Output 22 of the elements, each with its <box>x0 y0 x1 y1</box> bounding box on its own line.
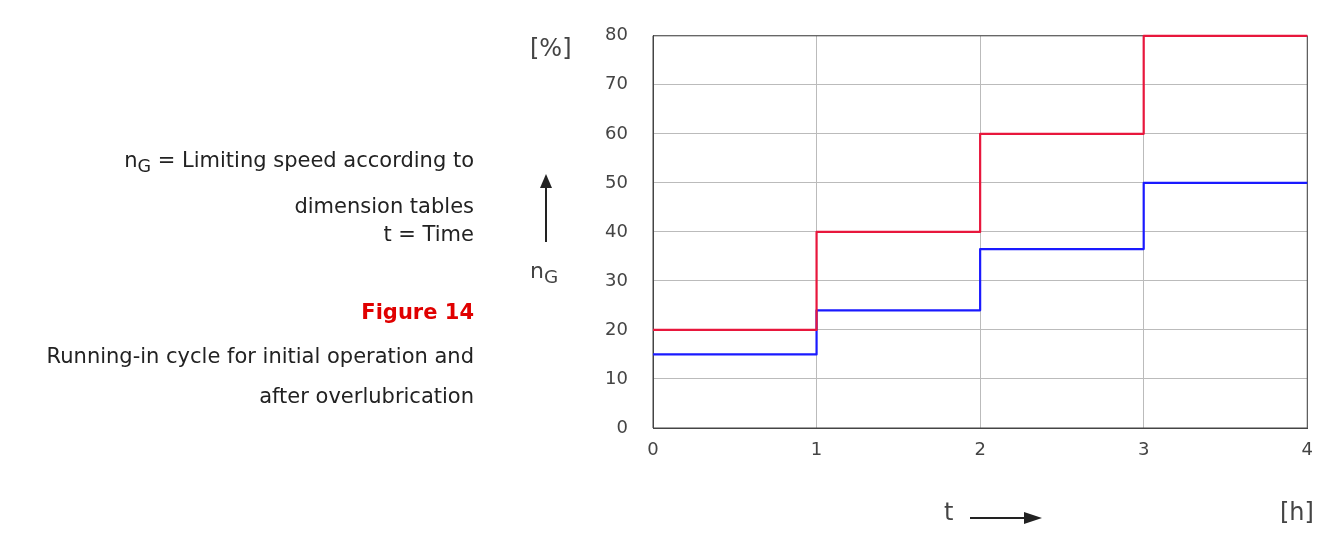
text: t = Time <box>383 222 474 246</box>
x-tick-label: 4 <box>1301 438 1313 460</box>
x-tick-label: 1 <box>810 438 823 460</box>
x-axis-title: t <box>944 498 954 526</box>
y-tick-label: 30 <box>605 268 628 290</box>
text: Figure 14 <box>361 300 474 324</box>
x-tick-label: 3 <box>1137 438 1150 460</box>
y-tick-label: 60 <box>605 121 628 143</box>
text: [h] <box>1280 498 1314 526</box>
y-tick-label: 80 <box>605 23 628 45</box>
y-tick-label: 10 <box>605 366 628 388</box>
x-tick-label: 0 <box>647 438 659 460</box>
y-tick-label: 0 <box>616 415 628 437</box>
y-tick-label: 70 <box>605 72 628 94</box>
text: [%] <box>530 34 572 62</box>
y-tick-label: 40 <box>605 219 628 241</box>
text: Running-in cycle for initial operation and after overlubrication <box>45 343 474 410</box>
y-axis-title: n$_{G}$ <box>530 258 559 288</box>
y-tick-label: 50 <box>605 170 628 192</box>
y-tick-label: 20 <box>605 317 628 339</box>
x-tick-label: 2 <box>974 438 986 460</box>
text: n$_{G}$ = Limiting speed according to dimension tables <box>124 148 474 219</box>
